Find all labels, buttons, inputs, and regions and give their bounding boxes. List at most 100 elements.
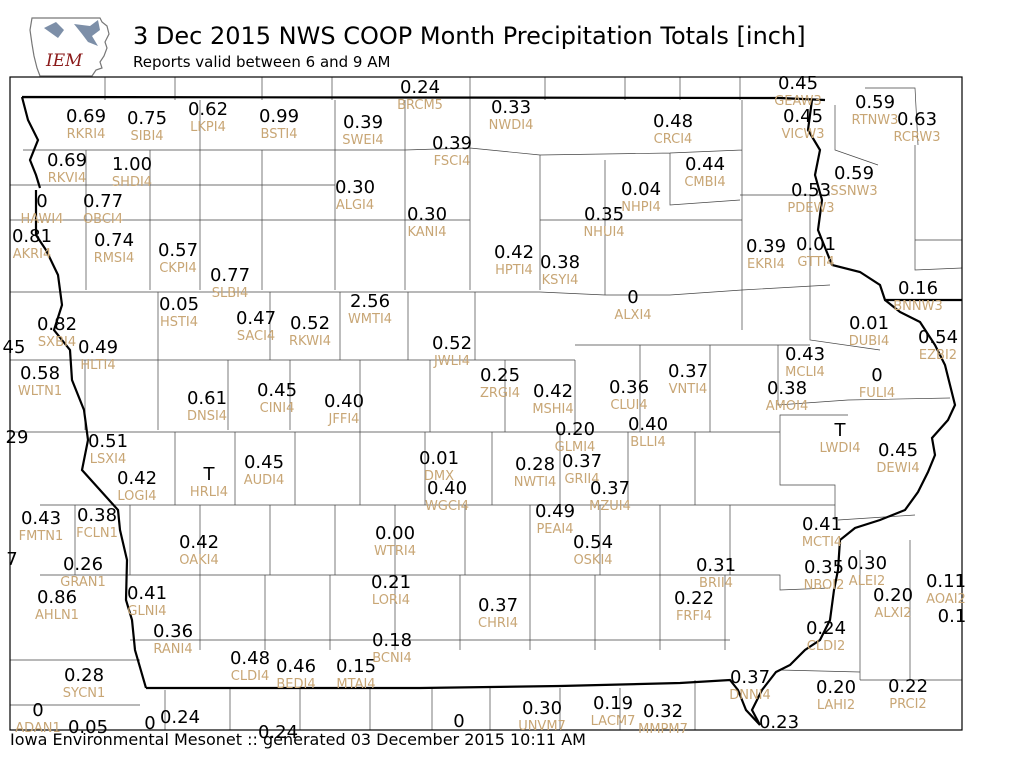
precip-value: 0.30 [847, 553, 887, 574]
station-id: LKPI4 [190, 120, 226, 135]
station-id: NHUI4 [583, 225, 624, 240]
station-id: SYCN1 [63, 686, 106, 701]
station-id: GLMI4 [555, 440, 596, 455]
station-id: RANI4 [153, 642, 192, 657]
precip-value: 0.38 [767, 378, 807, 399]
precip-value: 0.00 [375, 523, 415, 544]
station-id: LACM7 [591, 714, 636, 729]
precip-value: 0.38 [77, 505, 117, 526]
precip-value: 0.77 [83, 191, 123, 212]
precip-value: 0.58 [20, 363, 60, 384]
station-id: ALGI4 [336, 198, 374, 213]
precip-value: 0.53 [791, 180, 831, 201]
station-marker: 0.24 [160, 707, 200, 728]
station-id: FULI4 [859, 386, 895, 401]
station-id: KANI4 [407, 225, 446, 240]
station-layer: 0.24BRCM50.45GEAW30.69RKRI40.75SIBI40.62… [3, 73, 967, 743]
precip-value: 0.48 [653, 111, 693, 132]
station-id: FSCI4 [434, 154, 471, 169]
station-id: CMBI4 [684, 175, 725, 190]
station-id: PRCI2 [889, 697, 926, 712]
station-id: BNNW3 [893, 299, 943, 314]
station-id: RKRI4 [67, 127, 106, 142]
station-id: CINI4 [260, 401, 295, 416]
precip-value: 0.28 [64, 665, 104, 686]
precip-value: 0.51 [88, 431, 128, 452]
station-marker: 0.23 [759, 712, 799, 733]
precip-value: 0.28 [515, 454, 555, 475]
precip-value: 0.52 [290, 313, 330, 334]
precip-value: 0.37 [562, 451, 602, 472]
county-lines [10, 77, 963, 730]
precip-value: 0.24 [160, 707, 200, 728]
precip-value: T [834, 420, 847, 441]
station-id: BLLI4 [630, 435, 666, 450]
station-id: LWDI4 [819, 441, 860, 456]
station-id: NWTI4 [514, 475, 557, 490]
station-id: WTRI4 [374, 544, 416, 559]
station-id: CLDI2 [807, 639, 845, 654]
precip-value: 0.22 [674, 588, 714, 609]
station-id: FRFI4 [676, 609, 712, 624]
precip-value: 0 [627, 287, 638, 308]
precip-value: T [203, 464, 216, 485]
precip-value: 0.77 [210, 265, 250, 286]
precip-value: 0.45 [878, 440, 918, 461]
precip-value: 0.32 [643, 701, 683, 722]
station-id: MZUI4 [589, 499, 631, 514]
station-marker: 0.24 [258, 722, 298, 743]
station-id: GTTI4 [797, 255, 834, 270]
precip-value: 0.69 [47, 150, 87, 171]
precip-value: 0.36 [153, 621, 193, 642]
precip-value: 0.40 [427, 478, 467, 499]
station-id: ALXI4 [614, 308, 651, 323]
precip-value: 0.26 [63, 554, 103, 575]
station-id: AKRI4 [13, 247, 52, 262]
precip-value: 0.69 [66, 106, 106, 127]
precip-value: 0.40 [628, 414, 668, 435]
station-id: BCNI4 [372, 651, 412, 666]
station-id: CLUI4 [610, 398, 647, 413]
precip-value: 0.49 [535, 501, 575, 522]
precip-value: 0.81 [12, 226, 52, 247]
precip-value: 0.40 [324, 391, 364, 412]
precip-value: 0.35 [584, 204, 624, 225]
station-id: MSHI4 [532, 402, 573, 417]
